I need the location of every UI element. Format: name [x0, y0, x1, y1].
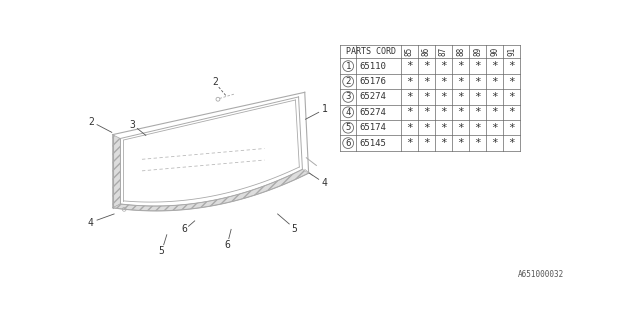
Text: *: * [474, 138, 481, 148]
Text: *: * [440, 61, 447, 71]
Text: *: * [423, 138, 430, 148]
Text: 88: 88 [456, 47, 465, 56]
Text: 86: 86 [422, 47, 431, 56]
Text: 5: 5 [346, 123, 351, 132]
Polygon shape [113, 135, 120, 208]
Text: *: * [406, 76, 413, 86]
Text: *: * [508, 92, 515, 102]
Text: *: * [423, 76, 430, 86]
Text: *: * [508, 138, 515, 148]
Text: *: * [474, 107, 481, 117]
Text: *: * [440, 138, 447, 148]
Text: *: * [492, 123, 498, 133]
Text: *: * [457, 92, 464, 102]
Text: *: * [508, 107, 515, 117]
Text: 4: 4 [322, 178, 328, 188]
Text: *: * [492, 138, 498, 148]
Text: 6: 6 [346, 139, 351, 148]
Text: *: * [492, 76, 498, 86]
Text: 4: 4 [346, 108, 351, 117]
Text: 90: 90 [490, 47, 499, 56]
Text: *: * [406, 138, 413, 148]
Text: *: * [406, 92, 413, 102]
Text: *: * [474, 92, 481, 102]
Text: PARTS CORD: PARTS CORD [346, 47, 396, 56]
Text: *: * [508, 61, 515, 71]
Text: 2: 2 [88, 116, 94, 126]
Text: *: * [474, 61, 481, 71]
Text: *: * [406, 123, 413, 133]
Text: *: * [508, 123, 515, 133]
Text: *: * [423, 107, 430, 117]
Text: *: * [508, 76, 515, 86]
Text: *: * [423, 123, 430, 133]
Text: *: * [492, 107, 498, 117]
Text: 6: 6 [182, 224, 188, 234]
Text: *: * [492, 92, 498, 102]
Text: *: * [457, 61, 464, 71]
Text: 65174: 65174 [359, 123, 386, 132]
Text: *: * [492, 61, 498, 71]
Text: 65176: 65176 [359, 77, 386, 86]
Text: *: * [406, 61, 413, 71]
Text: *: * [423, 92, 430, 102]
Text: 89: 89 [473, 47, 482, 56]
Text: 85: 85 [405, 47, 414, 56]
Text: 6: 6 [224, 240, 230, 250]
Text: 3: 3 [130, 120, 136, 130]
Text: 87: 87 [439, 47, 448, 56]
Text: 5: 5 [292, 224, 298, 234]
Text: 65110: 65110 [359, 62, 386, 71]
Text: *: * [457, 123, 464, 133]
Text: 1: 1 [322, 104, 328, 114]
Text: *: * [440, 76, 447, 86]
Text: *: * [457, 76, 464, 86]
Text: *: * [457, 107, 464, 117]
Text: 65274: 65274 [359, 92, 386, 101]
Text: *: * [423, 61, 430, 71]
Text: 1: 1 [346, 62, 351, 71]
Text: *: * [440, 123, 447, 133]
Text: A651000032: A651000032 [518, 270, 564, 279]
Text: 65145: 65145 [359, 139, 386, 148]
Text: 3: 3 [346, 92, 351, 101]
Text: *: * [474, 123, 481, 133]
Text: *: * [474, 76, 481, 86]
Text: 65274: 65274 [359, 108, 386, 117]
Text: 4: 4 [88, 218, 94, 228]
Text: *: * [406, 107, 413, 117]
Text: 5: 5 [159, 246, 164, 256]
Text: *: * [457, 138, 464, 148]
Text: *: * [440, 92, 447, 102]
Polygon shape [113, 169, 308, 211]
Text: *: * [440, 107, 447, 117]
Text: 91: 91 [507, 47, 516, 56]
Text: 2: 2 [346, 77, 351, 86]
Text: 2: 2 [212, 77, 219, 87]
